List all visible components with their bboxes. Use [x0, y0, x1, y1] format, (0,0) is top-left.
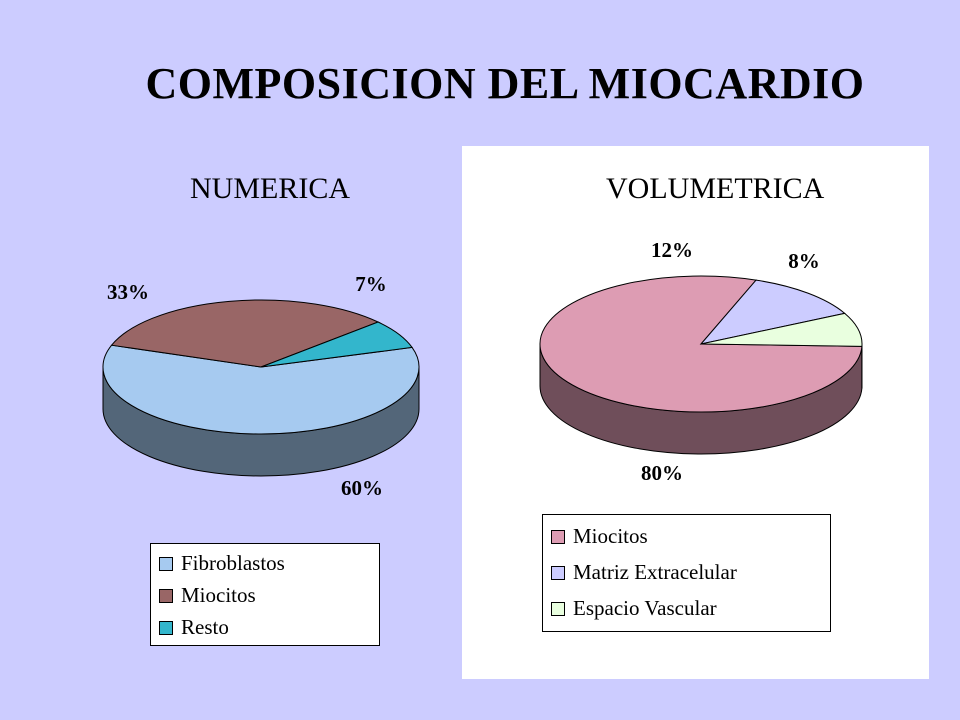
legend-item-resto: Resto	[159, 615, 229, 640]
legend-volumetrica: Miocitos Matriz Extracelular Espacio Vas…	[542, 514, 831, 632]
legend-label: Miocitos	[573, 524, 648, 548]
data-label-fibroblastos: 60%	[341, 476, 383, 500]
legend-item-fibroblastos: Fibroblastos	[159, 551, 285, 576]
data-label-espacio-vascular: 8%	[788, 249, 820, 273]
data-label-matriz-extracelular: 12%	[651, 238, 693, 262]
legend-label: Miocitos	[181, 583, 256, 607]
pie-slice-matriz-extracelular	[699, 279, 846, 345]
legend-numerica: Fibroblastos Miocitos Resto	[150, 543, 380, 646]
legend-item-miocitos: Miocitos	[551, 524, 648, 549]
legend-item-matriz-extracelular: Matriz Extracelular	[551, 560, 737, 585]
data-label-miocitos: 80%	[641, 461, 683, 485]
legend-swatch	[159, 620, 173, 635]
legend-label: Resto	[181, 615, 229, 639]
subtitle-volumetrica: VOLUMETRICA	[606, 172, 825, 205]
legend-item-miocitos: Miocitos	[159, 583, 256, 608]
pie-slice-miocitos	[110, 299, 380, 368]
legend-item-espacio-vascular: Espacio Vascular	[551, 596, 717, 621]
legend-swatch	[159, 588, 173, 603]
pie-slice-resto	[260, 321, 413, 368]
legend-swatch	[551, 529, 565, 544]
data-label-resto: 7%	[355, 272, 387, 296]
legend-swatch	[159, 556, 173, 571]
legend-swatch	[551, 565, 565, 580]
legend-label: Matriz Extracelular	[573, 560, 737, 584]
data-label-miocitos: 33%	[107, 280, 149, 304]
legend-label: Espacio Vascular	[573, 596, 717, 620]
legend-swatch	[551, 601, 565, 616]
slide-title: COMPOSICION DEL MIOCARDIO	[145, 59, 865, 108]
subtitle-numerica: NUMERICA	[190, 172, 351, 205]
pie-slice-espacio-vascular	[700, 312, 863, 347]
pie-slice-fibroblastos	[102, 344, 420, 435]
legend-label: Fibroblastos	[181, 551, 285, 575]
